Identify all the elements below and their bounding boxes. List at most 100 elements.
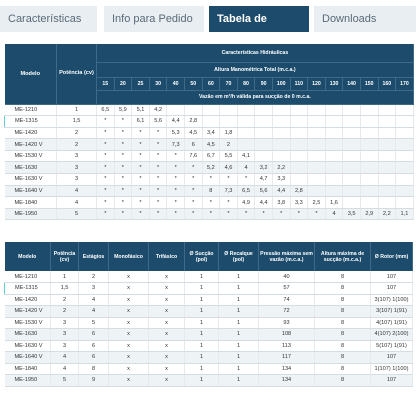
flow-cell: 4,2 <box>149 104 168 117</box>
flow-cell <box>254 104 273 117</box>
flow-cell: * <box>114 150 133 163</box>
spec-cell: 117 <box>258 351 315 364</box>
header-hydraulic: Características Hidráulicas <box>96 44 414 63</box>
flow-cell <box>219 104 238 117</box>
flow-cell: 3,4 <box>202 127 221 140</box>
model-cell: ME-1420 V <box>4 138 57 151</box>
flow-cell: * <box>96 127 115 140</box>
height-header: 170 <box>395 77 414 92</box>
flow-cell: * <box>202 208 221 221</box>
spec-cell: 8 <box>314 305 371 318</box>
flow-cell <box>202 115 221 128</box>
flow-cell <box>307 115 326 128</box>
flow-cell: 5,3 <box>166 127 185 140</box>
flow-cell: * <box>237 208 256 221</box>
spec-cell: 40 <box>258 271 315 283</box>
spec-cell: 1 <box>184 305 219 318</box>
flow-cell <box>378 127 397 140</box>
spec-cell: ME-1420 V <box>4 305 51 318</box>
spec-cell: ME-1640 V <box>4 351 51 364</box>
flow-cell <box>325 104 344 117</box>
model-cell: ME-1640 V <box>4 185 57 198</box>
spec-cell: 4(107) 2(100) <box>370 328 413 341</box>
spec-cell: 4 <box>50 351 79 364</box>
flow-cell <box>290 173 309 186</box>
flow-cell: 4,6 <box>219 161 238 175</box>
spec-cell: 57 <box>258 282 315 295</box>
flow-cell: * <box>114 161 133 175</box>
spec-cell: ME-1950 <box>4 374 51 387</box>
flow-cell <box>378 150 397 163</box>
spec-cell: 3 <box>78 282 109 295</box>
flow-cell <box>360 115 379 128</box>
tab-downloads[interactable]: Downloads <box>314 6 416 32</box>
spec-cell: x <box>108 305 149 318</box>
spec-cell: 1,5 <box>50 282 79 295</box>
hydraulic-table: Modelo Potência (cv) Características Hid… <box>4 44 414 221</box>
height-header: 25 <box>131 77 150 92</box>
spec-cell: 5 <box>50 374 79 387</box>
spec-cell: 1 <box>184 317 219 329</box>
flow-cell: 1,1 <box>395 208 414 221</box>
spec-cell: 1 <box>184 363 219 375</box>
spec-header: Pressão máxima sem vazão (m.c.a.) <box>258 242 315 271</box>
spec-cell: 8 <box>314 282 371 295</box>
flow-cell: * <box>114 208 133 221</box>
flow-cell <box>378 173 397 186</box>
spec-cell: x <box>108 271 149 283</box>
tab-info-pedido[interactable]: Info para Pedido <box>104 6 204 32</box>
height-header: 20 <box>114 77 133 92</box>
spec-header: Modelo <box>4 242 51 271</box>
flow-cell <box>237 104 256 117</box>
flow-cell <box>307 150 326 163</box>
flow-cell: * <box>184 208 203 221</box>
tab-tabela-selecao[interactable]: Tabela de Seleção <box>209 6 309 51</box>
spec-cell: 8 <box>314 340 371 352</box>
tab-caracteristicas[interactable]: Características <box>0 6 97 32</box>
flow-cell: * <box>131 185 150 198</box>
table-row: ME-1950 5 * * * * * * * * * * * * * 4 3,5 2,9 2,2 1,1 <box>4 208 414 221</box>
height-header: 120 <box>307 77 326 92</box>
power-cell: 4 <box>56 196 97 209</box>
spec-cell: 1(107) 1(100) <box>370 363 413 375</box>
flow-cell <box>395 150 414 163</box>
height-header: 50 <box>184 77 203 92</box>
flow-cell <box>378 196 397 209</box>
flow-cell <box>342 127 361 140</box>
flow-cell: * <box>166 208 185 221</box>
flow-cell: * <box>272 208 291 221</box>
flow-cell <box>290 127 309 140</box>
spec-cell: 108 <box>258 328 315 341</box>
tab-bar: Características Info para Pedido Tabela … <box>0 0 416 51</box>
flow-cell <box>254 150 273 163</box>
spec-cell: 107 <box>370 351 413 364</box>
flow-cell <box>272 150 291 163</box>
flow-cell <box>395 196 414 209</box>
flow-cell <box>395 127 414 140</box>
flow-cell <box>395 115 414 128</box>
flow-cell <box>307 104 326 117</box>
height-header: 30 <box>149 77 168 92</box>
spec-cell: x <box>108 340 149 352</box>
flow-cell: * <box>219 196 238 209</box>
flow-cell: * <box>149 150 168 163</box>
flow-cell <box>307 185 326 198</box>
spec-cell: 8 <box>78 363 109 375</box>
flow-cell: * <box>131 127 150 140</box>
flow-cell: * <box>184 173 203 186</box>
flow-cell: 3,2 <box>254 161 273 175</box>
spec-cell: 107 <box>370 282 413 295</box>
flow-cell <box>342 150 361 163</box>
flow-cell <box>272 104 291 117</box>
flow-cell: * <box>114 173 133 186</box>
flow-cell: 3,3 <box>272 173 291 186</box>
flow-cell <box>307 161 326 175</box>
flow-cell: 4,4 <box>254 196 273 209</box>
flow-cell: * <box>96 161 115 175</box>
spec-cell: x <box>108 374 149 387</box>
flow-cell <box>360 127 379 140</box>
model-cell: ME-1840 <box>4 196 57 209</box>
model-cell: ME-1630 V <box>4 173 57 186</box>
flow-cell: * <box>114 127 133 140</box>
model-cell: ME-1630 <box>4 161 57 175</box>
